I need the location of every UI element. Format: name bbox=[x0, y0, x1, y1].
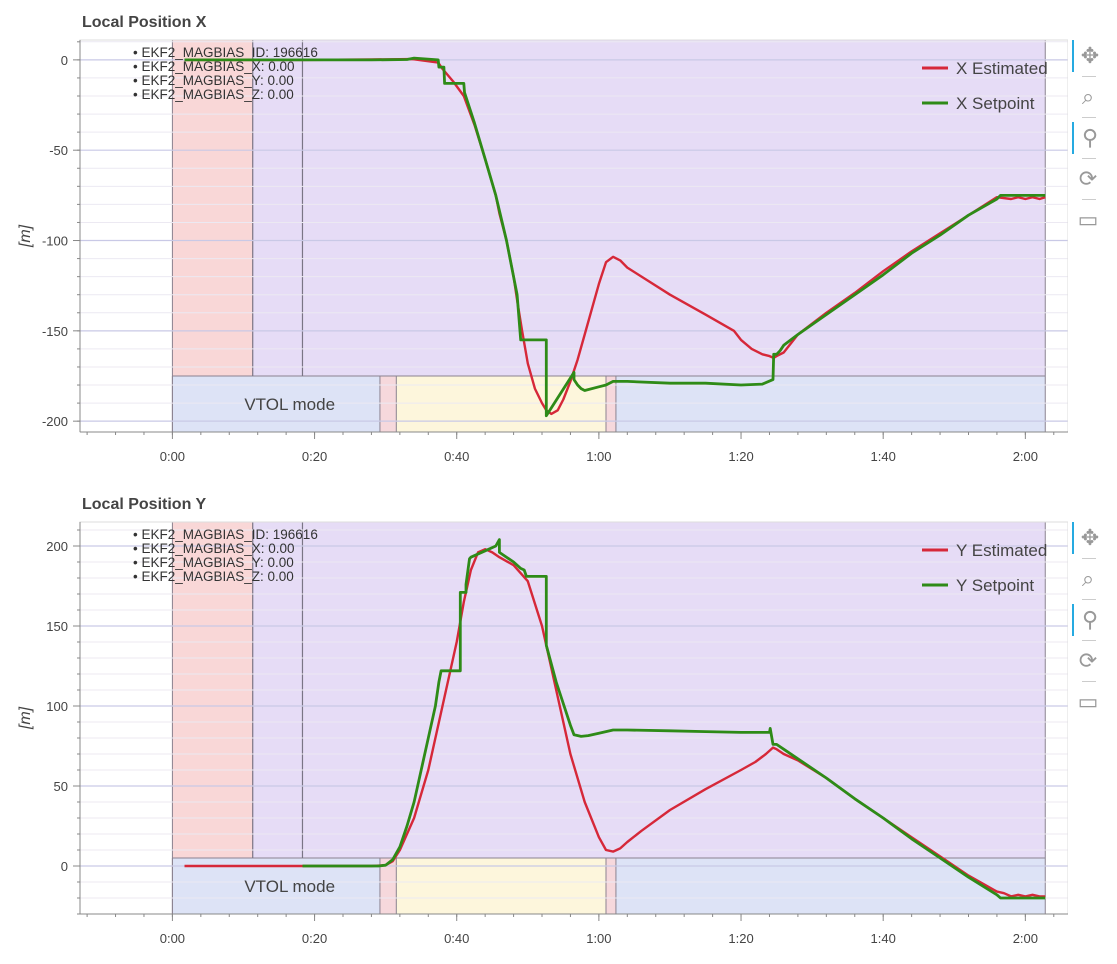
toolbar-separator bbox=[1082, 640, 1096, 641]
x-tick-label: 2:00 bbox=[1013, 449, 1038, 464]
vtol-mode-label: VTOL mode bbox=[244, 395, 335, 414]
legend-entry: Y Setpoint bbox=[956, 576, 1034, 595]
legend-entry: Y Estimated bbox=[956, 541, 1047, 560]
x-tick-label: 0:40 bbox=[444, 449, 469, 464]
vtol-mode-label: VTOL mode bbox=[244, 877, 335, 896]
y-tick-label: 150 bbox=[46, 619, 68, 634]
reset-icon[interactable]: ⟳ bbox=[1078, 648, 1098, 674]
toolbar-separator bbox=[1082, 599, 1096, 600]
plot-title: Local Position X bbox=[82, 14, 207, 31]
reset-icon[interactable]: ⟳ bbox=[1078, 166, 1098, 192]
vtol-mode-band bbox=[605, 858, 616, 914]
y-tick-label: 50 bbox=[54, 779, 68, 794]
plot-toolbar: ✥ ⌕ ⚲ ⟳ ▭ bbox=[1068, 40, 1108, 250]
legend-entry: X Setpoint bbox=[956, 94, 1035, 113]
x-tick-label: 1:00 bbox=[586, 931, 611, 946]
x-tick-label: 1:00 bbox=[586, 449, 611, 464]
toolbar-separator bbox=[1082, 117, 1096, 118]
flight-mode-band bbox=[252, 40, 1046, 376]
y-axis-label: [m] bbox=[17, 224, 34, 248]
vtol-mode-band bbox=[615, 858, 1046, 914]
parameter-text: • EKF2_MAGBIAS_Z: 0.00 bbox=[133, 569, 294, 584]
x-tick-label: 0:00 bbox=[160, 931, 185, 946]
y-tick-label: 200 bbox=[46, 539, 68, 554]
x-tick-label: 0:20 bbox=[302, 449, 327, 464]
pan-icon[interactable]: ✥ bbox=[1072, 522, 1106, 554]
x-tick-label: 0:20 bbox=[302, 931, 327, 946]
x-tick-label: 0:00 bbox=[160, 449, 185, 464]
y-axis-label: [m] bbox=[17, 706, 34, 730]
y-tick-label: 0 bbox=[61, 859, 68, 874]
chart-local-position-x[interactable]: VTOL mode• EKF2_MAGBIAS_ID: 196616• EKF2… bbox=[0, 0, 1068, 482]
chart-local-position-y[interactable]: VTOL mode• EKF2_MAGBIAS_ID: 196616• EKF2… bbox=[0, 482, 1068, 964]
vtol-mode-band bbox=[379, 376, 397, 432]
parameter-text: • EKF2_MAGBIAS_Z: 0.00 bbox=[133, 87, 294, 102]
vtol-mode-band bbox=[396, 376, 606, 432]
series-line-y-setpoint bbox=[302, 538, 1046, 900]
y-tick-label: -50 bbox=[49, 143, 68, 158]
x-tick-label: 2:00 bbox=[1013, 931, 1038, 946]
parameter-text: • EKF2_MAGBIAS_Y: 0.00 bbox=[133, 555, 294, 570]
box-zoom-icon[interactable]: ⌕ bbox=[1081, 84, 1095, 110]
y-tick-label: 0 bbox=[61, 53, 68, 68]
parameter-text: • EKF2_MAGBIAS_Y: 0.00 bbox=[133, 73, 294, 88]
x-tick-label: 0:40 bbox=[444, 931, 469, 946]
parameter-text: • EKF2_MAGBIAS_ID: 196616 bbox=[133, 527, 318, 542]
save-icon[interactable]: ▭ bbox=[1077, 207, 1099, 233]
y-tick-label: -100 bbox=[42, 234, 68, 249]
parameter-text: • EKF2_MAGBIAS_X: 0.00 bbox=[133, 541, 295, 556]
plot-title: Local Position Y bbox=[82, 496, 207, 513]
plot-local-position-y: Local Position Y VTOL mode • EKF2_MAGBIAS… bbox=[0, 482, 1117, 964]
toolbar-separator bbox=[1082, 76, 1096, 77]
y-tick-label: -150 bbox=[42, 324, 68, 339]
plot-local-position-x: Local Position X VTOL mode • EKF2_MAGBIAS… bbox=[0, 0, 1108, 482]
box-zoom-icon[interactable]: ⌕ bbox=[1081, 566, 1095, 592]
wheel-zoom-icon[interactable]: ⚲ bbox=[1072, 122, 1106, 154]
x-tick-label: 1:20 bbox=[728, 931, 753, 946]
toolbar-separator bbox=[1082, 681, 1096, 682]
wheel-zoom-icon[interactable]: ⚲ bbox=[1072, 604, 1106, 636]
legend-entry: X Estimated bbox=[956, 59, 1048, 78]
x-tick-label: 1:40 bbox=[871, 449, 896, 464]
vtol-mode-band bbox=[379, 858, 397, 914]
x-tick-label: 1:20 bbox=[728, 449, 753, 464]
y-tick-label: 100 bbox=[46, 699, 68, 714]
x-tick-label: 1:40 bbox=[871, 931, 896, 946]
vtol-mode-band bbox=[605, 376, 616, 432]
save-icon[interactable]: ▭ bbox=[1077, 689, 1099, 715]
parameter-text: • EKF2_MAGBIAS_ID: 196616 bbox=[133, 45, 318, 60]
toolbar-separator bbox=[1082, 158, 1096, 159]
vtol-mode-band bbox=[396, 858, 606, 914]
toolbar-separator bbox=[1082, 199, 1096, 200]
plot-toolbar: ✥ ⌕ ⚲ ⟳ ▭ bbox=[1068, 522, 1108, 732]
parameter-text: • EKF2_MAGBIAS_X: 0.00 bbox=[133, 59, 295, 74]
toolbar-separator bbox=[1082, 558, 1096, 559]
series-line-x-setpoint bbox=[184, 56, 1046, 418]
y-tick-label: -200 bbox=[42, 414, 68, 429]
pan-icon[interactable]: ✥ bbox=[1072, 40, 1106, 72]
